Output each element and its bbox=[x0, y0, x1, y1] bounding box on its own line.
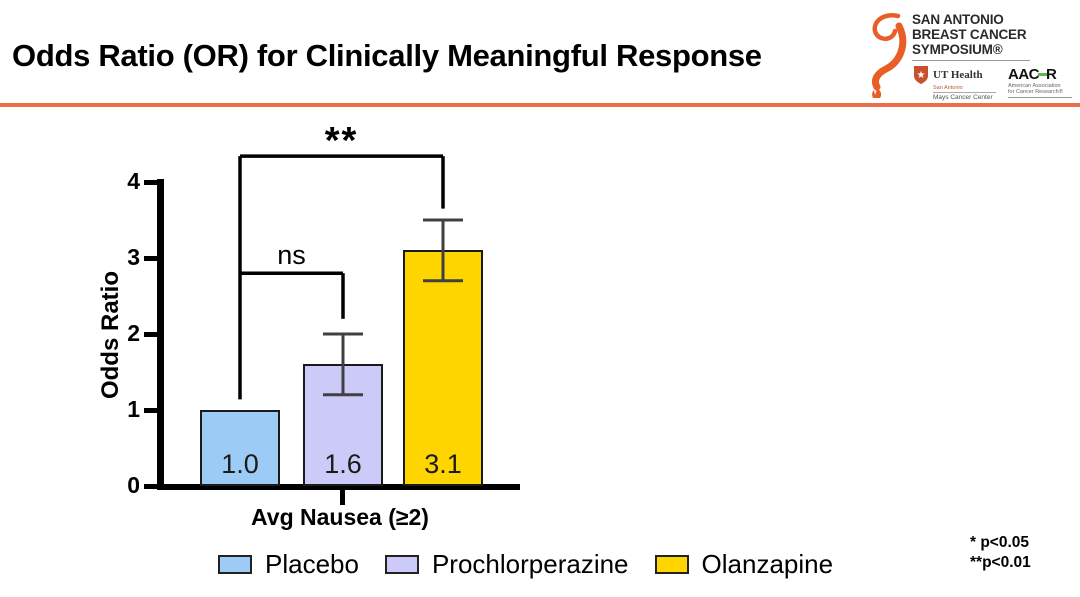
aacr-subtitle: American Association for Cancer Research… bbox=[1008, 83, 1072, 98]
y-tick-label-1: 1 bbox=[127, 396, 140, 422]
bar-placebo: 1.0 bbox=[200, 410, 280, 486]
symposium-line-3: SYMPOSIUM® bbox=[912, 42, 1003, 57]
legend-label: Placebo bbox=[265, 549, 359, 579]
significance-label: ns bbox=[277, 240, 306, 271]
sabcs-logo: SAN ANTONIO BREAST CANCER SYMPOSIUM® ★ U… bbox=[860, 4, 1076, 101]
aacr-acronym: AAC R bbox=[1008, 67, 1072, 82]
x-axis-title: Avg Nausea (≥2) bbox=[251, 504, 429, 530]
ut-health-logo: ★ UT Health San Antonio Mays Cancer Cent… bbox=[912, 65, 996, 101]
y-tick-label-3: 3 bbox=[127, 244, 140, 270]
symposium-line-1: SAN ANTONIO bbox=[912, 12, 1004, 27]
y-tick-mark-4 bbox=[144, 179, 160, 185]
y-axis-line bbox=[157, 179, 164, 490]
pvalue-footnote: * p<0.05 **p<0.01 bbox=[970, 533, 1031, 573]
aacr-logo: AAC R American Association for Cancer Res… bbox=[1008, 67, 1072, 98]
legend-item-olanzapine: Olanzapine bbox=[654, 549, 834, 580]
aacr-green-dash bbox=[1038, 72, 1047, 77]
y-tick-mark-0 bbox=[144, 483, 160, 489]
legend-swatch-placebo bbox=[218, 555, 252, 574]
ut-health-subtitle: San Antonio bbox=[933, 85, 963, 91]
accent-rule bbox=[0, 103, 1080, 107]
aacr-part2: R bbox=[1046, 66, 1057, 83]
chart-legend: Placebo Prochlorperazine Olanzapine bbox=[218, 549, 833, 580]
bar-olanzapine: 3.1 bbox=[403, 250, 483, 486]
pvalue-line2: **p<0.01 bbox=[970, 554, 1031, 571]
legend-label: Prochlorperazine bbox=[431, 549, 629, 579]
bar-value-label: 1.0 bbox=[221, 449, 259, 479]
aacr-subtitle-line2: for Cancer Research® bbox=[1008, 89, 1063, 95]
pvalue-line1: * p<0.05 bbox=[970, 534, 1030, 551]
bar-prochlorperazine: 1.6 bbox=[303, 364, 383, 486]
x-axis-line bbox=[157, 484, 520, 490]
x-axis-tick bbox=[340, 490, 345, 505]
sabcs-ribbon-icon bbox=[871, 13, 907, 98]
y-tick-mark-2 bbox=[144, 331, 160, 337]
legend-label: Olanzapine bbox=[701, 549, 834, 579]
ut-health-name: UT Health bbox=[933, 69, 983, 81]
slide-title: Odds Ratio (OR) for Clinically Meaningfu… bbox=[12, 38, 762, 73]
svg-text:★: ★ bbox=[917, 70, 926, 81]
y-tick-label-2: 2 bbox=[127, 320, 140, 346]
legend-swatch-prochlorperazine bbox=[384, 555, 419, 574]
legend-item-placebo: Placebo bbox=[218, 549, 359, 580]
aacr-part1: AAC bbox=[1008, 66, 1040, 83]
legend-item-prochlorperazine: Prochlorperazine bbox=[384, 549, 629, 580]
y-tick-label-4: 4 bbox=[127, 168, 140, 194]
legend-swatch-olanzapine bbox=[654, 555, 689, 574]
ut-shield-icon: ★ bbox=[914, 66, 928, 84]
ut-health-division: Mays Cancer Center bbox=[933, 92, 996, 101]
bar-value-label: 1.6 bbox=[324, 448, 362, 479]
symposium-wordmark: SAN ANTONIO BREAST CANCER SYMPOSIUM® bbox=[912, 12, 1027, 57]
y-tick-mark-3 bbox=[144, 255, 160, 261]
y-tick-mark-1 bbox=[144, 407, 160, 413]
y-tick-label-0: 0 bbox=[127, 472, 140, 498]
logo-divider bbox=[912, 60, 1030, 61]
significance-label: ** bbox=[324, 120, 359, 163]
aacr-subtitle-line1: American Association bbox=[1008, 83, 1061, 89]
symposium-line-2: BREAST CANCER bbox=[912, 27, 1027, 42]
bar-value-label: 3.1 bbox=[424, 448, 462, 479]
